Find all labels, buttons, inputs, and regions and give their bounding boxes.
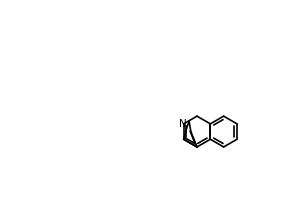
Text: N: N — [179, 119, 187, 129]
